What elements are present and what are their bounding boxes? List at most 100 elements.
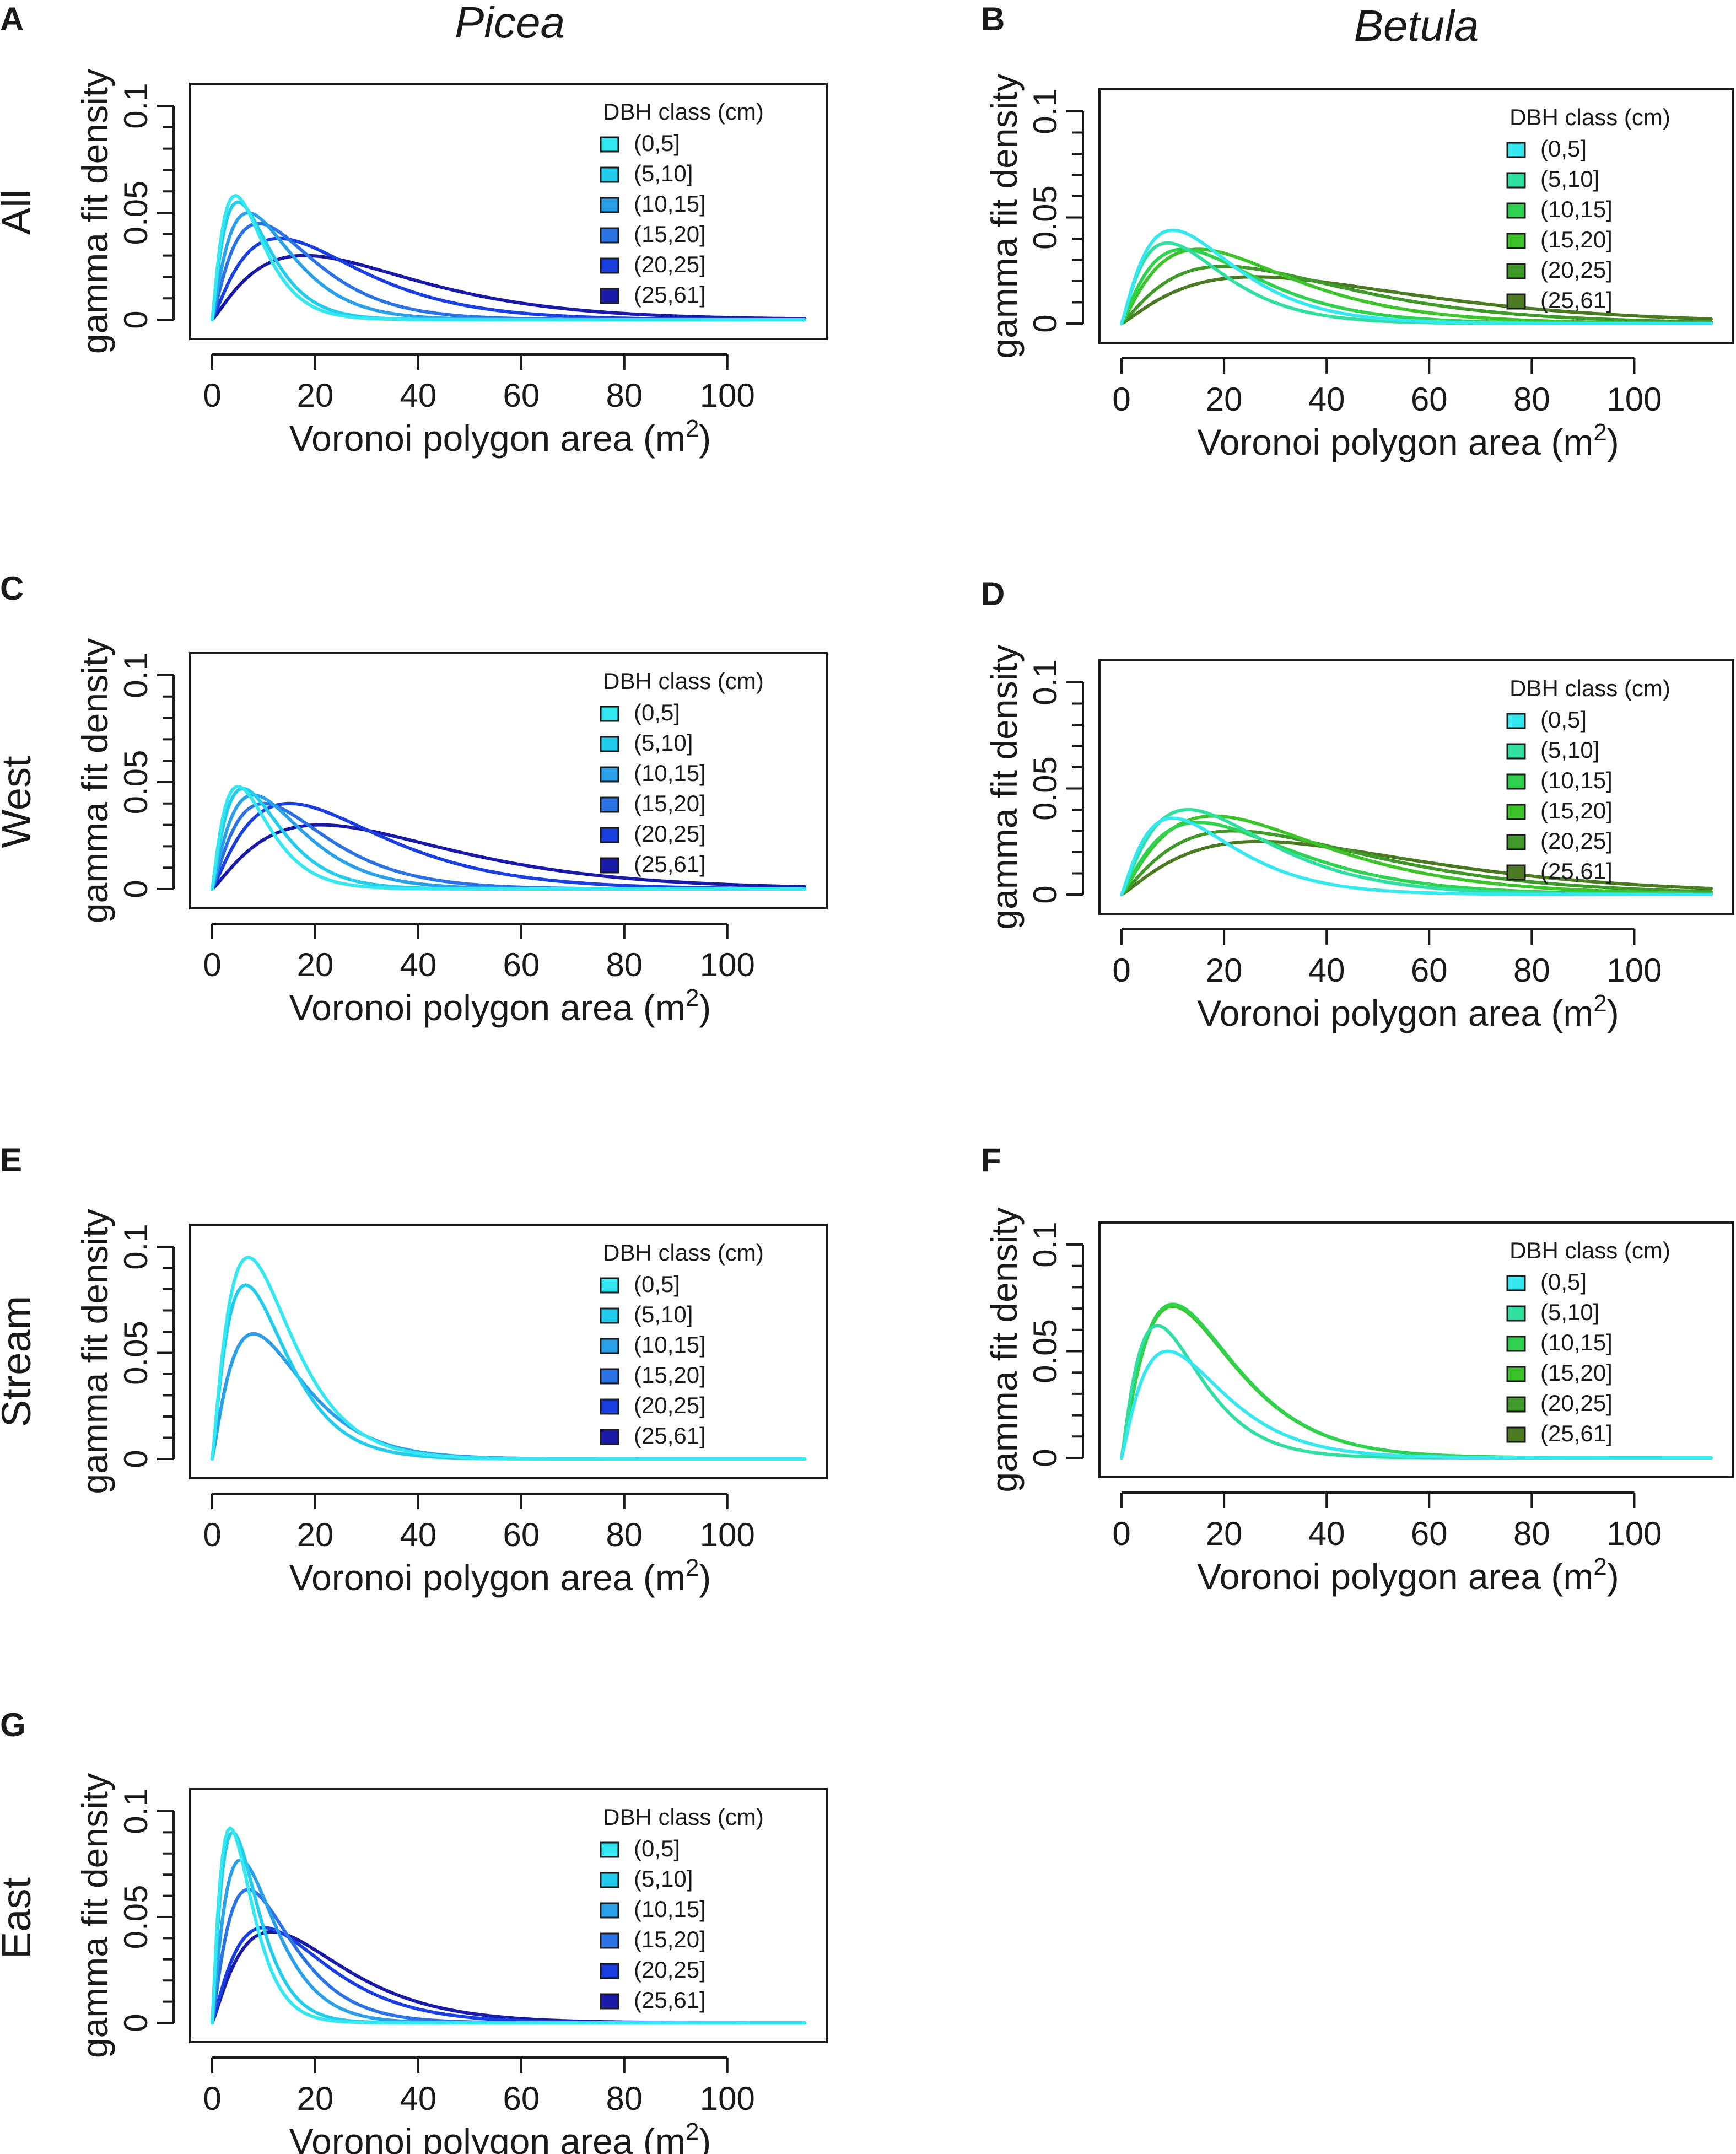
x-axis-title: Voronoi polygon area (m2)	[289, 984, 711, 1028]
legend-label: (25,61]	[634, 1423, 706, 1448]
panel-d: D 0 0.05 0.1 0 20 40 60 80 100 gamma fit density Vo…	[981, 575, 1734, 1033]
legend-label: (5,10]	[1540, 166, 1599, 192]
x-tick-label: 100	[700, 946, 755, 983]
y-tick-label: 0.05	[117, 1321, 154, 1385]
legend-swatch	[1506, 834, 1526, 850]
legend-swatch	[600, 136, 619, 153]
x-tick-label: 100	[1606, 952, 1662, 989]
y-axis-title: gamma fit density	[984, 644, 1025, 929]
x-axis-title-exponent: 2	[686, 2118, 699, 2145]
plot-frame	[189, 1788, 828, 2043]
y-tick-label: 0.1	[117, 1224, 154, 1269]
legend-label: (0,5]	[634, 699, 680, 725]
x-tick-label: 0	[203, 946, 221, 983]
legend-swatch	[600, 1338, 619, 1354]
y-tick-label: 0	[1027, 885, 1064, 903]
legend-title: DBH class (cm)	[1509, 675, 1670, 701]
x-tick-label: 40	[1308, 381, 1345, 418]
x-tick-label: 40	[400, 946, 437, 983]
y-tick-label: 0.1	[1027, 1221, 1064, 1267]
legend-swatch	[600, 1872, 619, 1888]
legend-swatch	[1506, 1305, 1526, 1322]
x-axis-title-text: Voronoi polygon area (m	[1197, 1556, 1593, 1597]
legend-label: (25,61]	[1540, 1420, 1613, 1446]
legend-swatch	[600, 857, 619, 874]
legend-label: (25,61]	[634, 282, 706, 308]
legend-swatch	[600, 1841, 619, 1858]
legend-label: (15,20]	[1540, 798, 1613, 823]
legend-label: (5,10]	[634, 1301, 693, 1327]
panel-letter: G	[0, 1706, 26, 1743]
x-tick-label: 0	[1112, 381, 1130, 418]
x-axis-title-close: )	[699, 2121, 711, 2154]
y-tick-label: 0.1	[117, 83, 154, 128]
legend-title: DBH class (cm)	[603, 1240, 764, 1266]
legend-label: (0,5]	[634, 130, 680, 156]
x-axis-title-exponent: 2	[1593, 419, 1606, 446]
x-tick-label: 20	[1206, 1515, 1243, 1552]
legend-title: DBH class (cm)	[1509, 104, 1670, 130]
y-tick-label: 0.05	[1027, 756, 1064, 821]
legend-title: DBH class (cm)	[1509, 1237, 1670, 1263]
curve-25-61	[211, 254, 806, 321]
x-axis-title-close: )	[699, 418, 711, 459]
x-axis-title: Voronoi polygon area (m2)	[289, 415, 711, 459]
x-tick-label: 20	[1206, 381, 1243, 418]
x-tick-label: 100	[700, 1516, 755, 1553]
legend-title: DBH class (cm)	[603, 1804, 764, 1830]
legend-label: (25,61]	[634, 1987, 706, 2013]
x-tick-label: 20	[297, 946, 334, 983]
panel-letter: C	[0, 570, 24, 607]
x-tick-label: 0	[203, 377, 221, 414]
legend-swatch	[1506, 293, 1526, 310]
curve-0-5	[211, 1256, 806, 1461]
x-tick-label: 20	[297, 1516, 334, 1553]
y-tick-label: 0.05	[117, 1885, 154, 1950]
legend-label: (25,61]	[634, 851, 706, 877]
y-tick-label: 0.05	[1027, 185, 1064, 250]
y-axis-title: gamma fit density	[74, 69, 115, 354]
x-tick-label: 40	[1308, 1515, 1345, 1552]
legend-label: (0,5]	[1540, 1269, 1587, 1295]
x-axis-title-text: Voronoi polygon area (m	[289, 1557, 686, 1598]
panel-a: A All 0 0.05 0.1 0 20 40 60 80 100 gamma fit densit…	[0, 1, 828, 459]
legend-label: (20,25]	[634, 251, 706, 277]
x-axis-title: Voronoi polygon area (m2)	[289, 1554, 711, 1598]
x-tick-label: 80	[606, 946, 643, 983]
legend-swatch	[600, 1307, 619, 1324]
x-tick-label: 0	[1112, 1515, 1130, 1552]
y-tick-label: 0.05	[1027, 1319, 1064, 1383]
y-tick-label: 0.05	[117, 181, 154, 245]
curve-0-5	[1120, 228, 1713, 325]
x-tick-label: 60	[1411, 1515, 1448, 1552]
legend-swatch	[1506, 1275, 1526, 1291]
legend-swatch	[600, 706, 619, 722]
legend-swatch	[600, 288, 619, 304]
legend-swatch	[600, 257, 619, 274]
column-title-betula: Betula	[1354, 1, 1479, 50]
legend-swatch	[1506, 263, 1526, 279]
x-axis-title-exponent: 2	[686, 984, 699, 1011]
x-axis-title-close: )	[699, 1557, 711, 1598]
y-tick-label: 0	[1027, 314, 1064, 332]
y-tick-label: 0.1	[1027, 659, 1064, 705]
legend-swatch	[600, 1902, 619, 1919]
y-tick-label: 0.1	[117, 1788, 154, 1834]
plot-frame	[1098, 1221, 1734, 1478]
legend-label: (20,25]	[634, 821, 706, 847]
legend-swatch	[600, 1932, 619, 1949]
legend-title: DBH class (cm)	[603, 668, 764, 694]
legend-label: (10,15]	[634, 1896, 706, 1922]
legend-label: (5,10]	[1540, 1299, 1599, 1325]
legend-label: (15,20]	[634, 221, 706, 247]
legend-swatch	[600, 736, 619, 752]
plot-frame	[189, 83, 828, 340]
row-label: East	[0, 1877, 39, 1959]
legend-swatch	[1506, 773, 1526, 790]
x-tick-label: 60	[503, 1516, 540, 1553]
legend-swatch	[1506, 202, 1526, 219]
x-tick-label: 80	[1513, 381, 1550, 418]
x-axis-title-text: Voronoi polygon area (m	[1197, 993, 1593, 1033]
legend-label: (5,10]	[1540, 737, 1599, 763]
legend-swatch	[1506, 142, 1526, 158]
